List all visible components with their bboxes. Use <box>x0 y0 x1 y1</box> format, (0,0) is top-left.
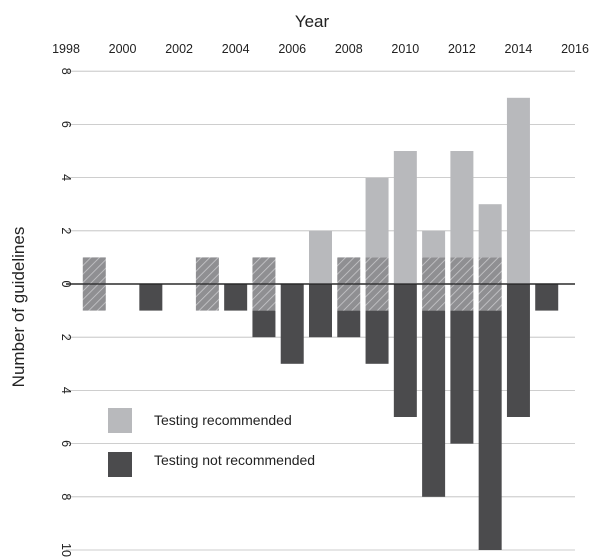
bar-not-recommended <box>450 310 474 444</box>
bar-hatched-up <box>337 257 361 284</box>
legend: Testing recommended Testing not recommen… <box>108 408 315 477</box>
y-tick-label: 8 <box>59 68 73 75</box>
x-tick-label: 2006 <box>278 42 306 56</box>
y-tick-label: 0 <box>59 281 73 288</box>
x-tick-label: 2002 <box>165 42 193 56</box>
bar-not-recommended <box>309 284 332 338</box>
y-tick-label: 6 <box>59 121 73 128</box>
x-tick-label: 2010 <box>391 42 419 56</box>
x-tick-label: 2004 <box>222 42 250 56</box>
bar-recommended <box>365 177 389 258</box>
bar-not-recommended <box>535 284 559 311</box>
y-tick-label: 8 <box>59 493 73 500</box>
x-tick-label: 2008 <box>335 42 363 56</box>
bar-recommended <box>422 230 446 258</box>
bar-recommended <box>309 230 332 284</box>
bar-hatched-up <box>450 257 474 284</box>
x-tick-label: 1998 <box>52 42 80 56</box>
bar-hatched-down <box>195 284 219 311</box>
y-tick-label: 2 <box>59 227 73 234</box>
y-tick-label: 10 <box>59 543 73 557</box>
bar-hatched-up <box>478 257 502 284</box>
bar-recommended <box>393 151 417 284</box>
bar-not-recommended <box>393 284 417 417</box>
bar-recommended <box>506 97 530 284</box>
bar-not-recommended <box>280 284 304 364</box>
bar-hatched-up <box>82 257 106 284</box>
axes: Year Number of guidelines 1998 2000 2002 20… <box>9 12 589 557</box>
bar-hatched-up <box>365 257 389 284</box>
bar-hatched-down <box>82 284 106 311</box>
bar-recommended <box>478 204 502 258</box>
bar-not-recommended <box>139 284 163 311</box>
y-tick-label: 4 <box>59 174 73 181</box>
bar-not-recommended <box>252 310 276 338</box>
legend-label-not-recommended: Testing not recommended <box>154 452 315 468</box>
bar-hatched-down <box>422 284 446 311</box>
y-tick-label: 4 <box>59 387 73 394</box>
x-tick-label: 2000 <box>109 42 137 56</box>
bar-hatched-down <box>365 284 389 311</box>
bar-recommended <box>450 151 474 258</box>
bars <box>66 97 575 550</box>
bar-not-recommended <box>337 310 361 338</box>
y-tick-label: 2 <box>59 334 73 341</box>
y-axis-title: Number of guidelines <box>9 227 28 388</box>
bar-hatched-up <box>252 257 276 284</box>
bar-hatched-up <box>422 257 446 284</box>
bar-hatched-down <box>252 284 276 311</box>
bar-not-recommended <box>422 310 446 497</box>
bar-not-recommended <box>224 284 248 311</box>
y-tick-label: 6 <box>59 440 73 447</box>
bar-not-recommended <box>478 310 502 550</box>
bar-hatched-down <box>337 284 361 311</box>
x-tick-label: 2012 <box>448 42 476 56</box>
bar-not-recommended <box>506 284 530 417</box>
legend-swatch-recommended <box>108 408 132 433</box>
x-tick-label: 2016 <box>561 42 589 56</box>
legend-label-recommended: Testing recommended <box>154 412 292 428</box>
bar-hatched-down <box>450 284 474 311</box>
legend-swatch-not-recommended <box>108 452 132 477</box>
bar-hatched-down <box>478 284 502 311</box>
x-tick-label: 2014 <box>505 42 533 56</box>
bar-hatched-up <box>195 257 219 284</box>
bar-not-recommended <box>365 310 389 364</box>
x-axis-title: Year <box>295 12 330 31</box>
